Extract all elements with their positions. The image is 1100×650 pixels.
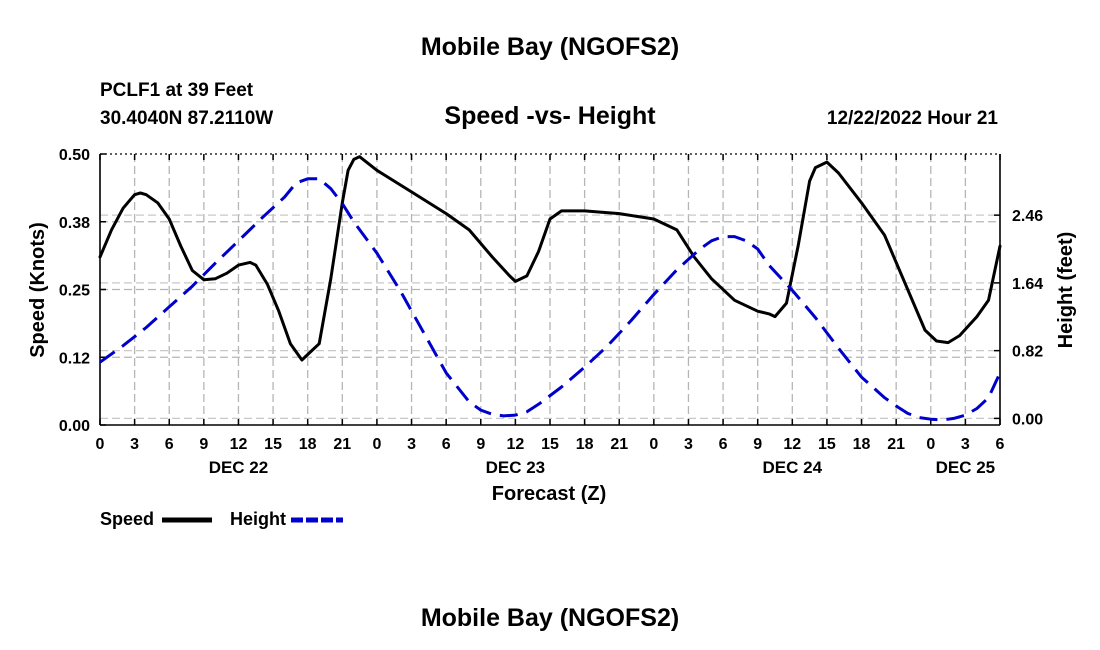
x-tick-label: 0: [926, 436, 935, 453]
right-axis-title: Height (feet): [1055, 232, 1077, 349]
x-tick-label: 6: [165, 436, 174, 453]
left-axis-title: Speed (Knots): [27, 222, 49, 358]
x-tick-label: 18: [853, 436, 871, 453]
x-tick-label: 6: [719, 436, 728, 453]
bottom-title: Mobile Bay (NGOFS2): [421, 604, 679, 632]
x-tick-label: 9: [753, 436, 762, 453]
y-left-tick-label: 0.38: [59, 215, 90, 232]
y-left-tick-label: 0.25: [59, 283, 90, 300]
x-tick-label: 6: [996, 436, 1005, 453]
x-axis-title: Forecast (Z): [492, 483, 606, 505]
y-right-tick-label: 2.46: [1012, 208, 1043, 225]
y-right-tick-label: 1.64: [1012, 276, 1043, 293]
legend-speed-label: Speed: [100, 509, 154, 529]
date-label: DEC 23: [486, 458, 546, 477]
legend-height-label: Height: [230, 509, 286, 529]
coordinates-label: 30.4040N 87.2110W: [100, 108, 273, 129]
x-tick-label: 0: [372, 436, 381, 453]
x-tick-label: 12: [506, 436, 524, 453]
x-tick-label: 21: [610, 436, 628, 453]
legend: Speed Height: [100, 509, 343, 529]
y-right-tick-label: 0.82: [1012, 344, 1043, 361]
x-tick-label: 18: [576, 436, 594, 453]
x-tick-label: 3: [407, 436, 416, 453]
y-right-tick-label: 0.00: [1012, 411, 1043, 428]
x-tick-label: 0: [96, 436, 105, 453]
date-label: DEC 25: [936, 458, 996, 477]
x-tick-label: 3: [961, 436, 970, 453]
height-series-line: [99, 177, 1002, 422]
x-tick-label: 12: [230, 436, 248, 453]
x-tick-label: 15: [818, 436, 836, 453]
x-tick-label: 9: [476, 436, 485, 453]
x-tick-label: 15: [264, 436, 282, 453]
series: [98, 155, 1002, 422]
tick-labels: 0 3 6 9 12 15 18 21 0 3 6 9 12 15 18 21 0 3 6 9 12 15 18 21 0 3 6D…: [59, 147, 1043, 477]
x-tick-label: 12: [783, 436, 801, 453]
x-tick-label: 21: [333, 436, 351, 453]
x-tick-label: 0: [649, 436, 658, 453]
top-title: Mobile Bay (NGOFS2): [421, 33, 679, 61]
date-label: DEC 24: [763, 458, 823, 477]
chart-title: Speed -vs- Height: [444, 102, 656, 130]
x-tick-label: 15: [541, 436, 559, 453]
y-left-tick-label: 0.12: [59, 350, 90, 367]
x-tick-label: 21: [887, 436, 905, 453]
x-tick-label: 3: [130, 436, 139, 453]
date-label: DEC 22: [209, 458, 269, 477]
station-label: PCLF1 at 39 Feet: [100, 80, 254, 101]
y-left-tick-label: 0.00: [59, 418, 90, 435]
grid: [100, 154, 1000, 425]
axes: [99, 153, 1001, 426]
speed-series-line: [98, 155, 1002, 362]
y-left-tick-label: 0.50: [59, 147, 90, 164]
x-tick-label: 9: [199, 436, 208, 453]
x-tick-label: 6: [442, 436, 451, 453]
x-tick-label: 3: [684, 436, 693, 453]
forecast-date-label: 12/22/2022 Hour 21: [827, 108, 999, 129]
x-tick-label: 18: [299, 436, 317, 453]
